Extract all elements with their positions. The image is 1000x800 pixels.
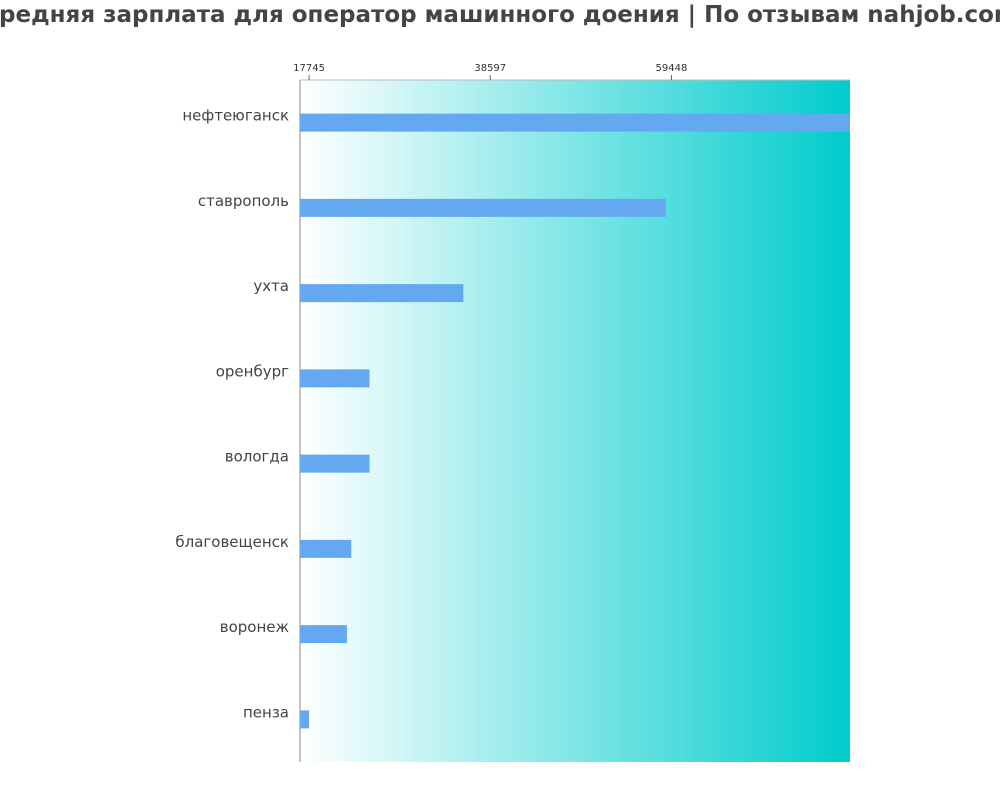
category-label: пенза <box>243 703 289 721</box>
category-labels: нефтеюганск ставрополь ухта оренбург вологда… <box>175 107 289 722</box>
x-tick-label: 17745 <box>293 63 325 74</box>
category-label: благовещенск <box>175 533 289 551</box>
bar-оренбург <box>300 369 370 388</box>
bar-ставрополь <box>300 198 666 217</box>
x-tick-label: 59448 <box>656 63 688 74</box>
bar-нефтеюганск <box>300 113 850 132</box>
bar-пенза <box>300 710 310 729</box>
bars <box>300 113 850 729</box>
chart-title: Средняя зарплата для оператор машинного … <box>0 2 1000 28</box>
plot-background <box>300 80 850 762</box>
category-label: ухта <box>253 277 289 295</box>
category-label: нефтеюганск <box>182 107 289 125</box>
category-label: воронеж <box>220 618 289 636</box>
bar-благовещенск <box>300 539 352 558</box>
x-axis-ticks: 17745 38597 59448 <box>293 63 687 80</box>
category-label: ставрополь <box>198 192 289 210</box>
bar-вологда <box>300 454 370 473</box>
category-label: вологда <box>225 448 289 466</box>
bar-воронеж <box>300 625 347 644</box>
x-tick-label: 38597 <box>474 63 506 74</box>
category-label: оренбург <box>216 362 289 380</box>
bar-ухта <box>300 284 464 303</box>
